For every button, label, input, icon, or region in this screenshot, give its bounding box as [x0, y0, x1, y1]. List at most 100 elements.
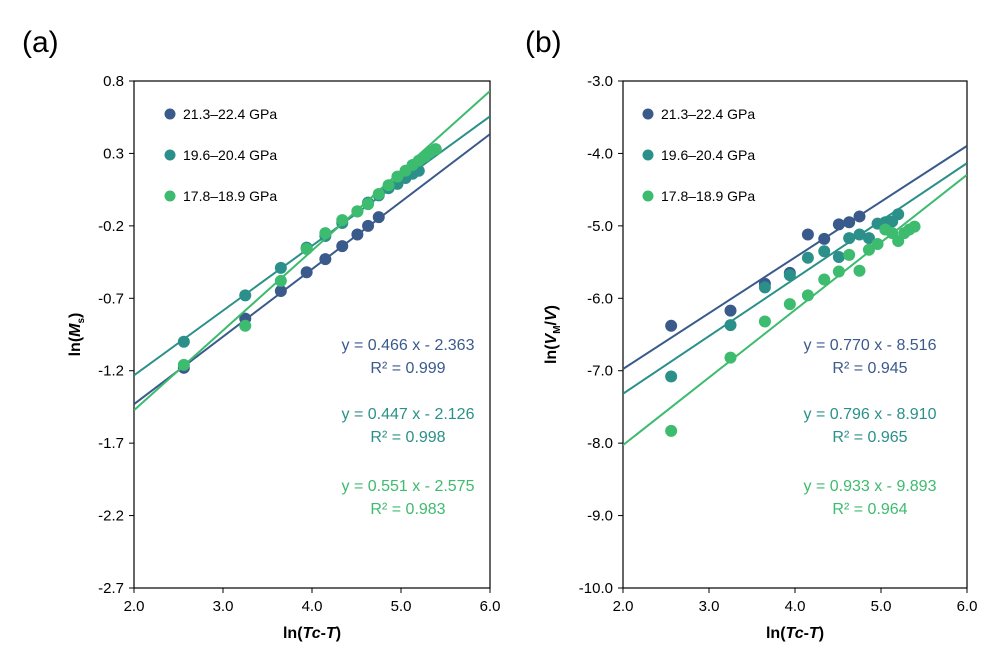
panel-b-series-2-data-point: [832, 251, 845, 264]
panel-b-series-3-legend-label: 17.8–18.9 GPa: [661, 188, 755, 204]
panel-b: (b) -3.0 -4.0 -5.0 -6.0 -7.0 -8.0 -9.0 -10.02.0 3…: [525, 26, 977, 642]
panel-a-y-tick-label: -1.2: [98, 363, 124, 380]
panel-a-series-3-r-squared: R² = 0.983: [370, 501, 445, 518]
panel-b-series-2-r-squared: R² = 0.965: [832, 429, 907, 446]
panel-b-series-3-data-point: [818, 273, 831, 286]
panel-a-y-axis-label: ln(Ms): [67, 313, 87, 357]
panel-a-series-3-data-point: [382, 179, 395, 192]
panel-b-series-1-r-squared: R² = 0.945: [832, 360, 907, 377]
panel-a-y-tick-label: -0.2: [98, 218, 124, 235]
panel-b-series-3-data-point: [853, 264, 866, 277]
panel-b-y-tick-label: -9.0: [587, 508, 613, 525]
panel-b-series-3-data-point: [758, 315, 771, 328]
panel-b-series-2-data-point: [892, 208, 905, 221]
panel-a-y-tick-label: 0.3: [103, 145, 124, 162]
panel-b-series-2-legend-label: 19.6–20.4 GPa: [661, 147, 755, 163]
panel-a-series-2-legend-label: 19.6–20.4 GPa: [183, 147, 277, 163]
panel-a-series-3-data-point: [300, 243, 313, 256]
panel-a-series-3-data-point: [319, 227, 332, 240]
panel-b-x-tick-label: 5.0: [871, 598, 892, 615]
panel-a-x-tick-label: 6.0: [480, 598, 501, 615]
panel-b-series-3-data-point: [801, 289, 814, 302]
panel-a-series-3-data-point: [239, 319, 252, 332]
panel-b-series-3-legend-marker: [642, 190, 654, 202]
panel-a-x-tick-label: 3.0: [213, 598, 234, 615]
panel-b-series-1: 21.3–22.4 GPa y = 0.770 x - 8.516 R² = 0.9…: [623, 106, 967, 377]
panel-b-series-1-legend-label: 21.3–22.4 GPa: [661, 106, 755, 122]
panel-a-x-tick-label: 2.0: [124, 598, 145, 615]
panel-a-series-3-data-point: [429, 143, 442, 156]
panel-b-series-3-data-point: [665, 424, 678, 437]
panel-a-series-2-data-point: [274, 261, 287, 274]
panel-a-series-2-fit-equation: y = 0.447 x - 2.126: [342, 406, 475, 423]
panel-a-series-1-data-point: [336, 240, 349, 253]
panel-a-x-tick-label: 4.0: [302, 598, 323, 615]
panel-b-series-2-data-point: [843, 232, 856, 245]
panel-a-series-3-data-point: [177, 358, 190, 371]
panel-a-series-3-fit-equation: y = 0.551 x - 2.575: [342, 478, 475, 495]
panel-b-y-tick-label: -5.0: [587, 218, 613, 235]
panel-a-series-3-legend-marker: [164, 190, 176, 202]
panel-a-label: (a): [22, 26, 59, 59]
panel-b-x-axis-label: ln(Tc-T): [766, 625, 824, 642]
panel-b-x-tick-label: 6.0: [957, 598, 978, 615]
panel-b-label: (b): [525, 26, 562, 59]
panel-a-y-tick-label: -0.7: [98, 290, 124, 307]
panel-a-y-tick-label: 0.8: [103, 73, 124, 90]
panel-a-series-1-data-point: [274, 285, 287, 298]
panel-b-y-tick-label: -3.0: [587, 73, 613, 90]
panel-b-series-2-data-point: [862, 232, 875, 245]
panel-b-x-tick-label: 2.0: [613, 598, 634, 615]
panel-b-series-3-fit-equation: y = 0.933 x - 9.893: [804, 478, 937, 495]
panel-b-y-tick-label: -8.0: [587, 435, 613, 452]
panel-b-series-3-data-point: [843, 248, 856, 261]
panel-b-series-2-data-point: [801, 251, 814, 264]
panel-b-series-1-data-point: [843, 216, 856, 229]
panel-b-series-2-fit-line: [623, 162, 967, 395]
panel-b-series-1-data-point: [665, 319, 678, 332]
panel-a-x-tick-label: 5.0: [391, 598, 412, 615]
panel-a-series-1-r-squared: R² = 0.999: [370, 360, 445, 377]
panel-b-series-1-fit-equation: y = 0.770 x - 8.516: [804, 337, 937, 354]
panel-a-series-2-r-squared: R² = 0.998: [370, 429, 445, 446]
panel-b-series-3-data-point: [783, 298, 796, 311]
panel-a-series-3-data-point: [274, 274, 287, 287]
panel-a-series-1-data-point: [300, 266, 313, 279]
panel-a-x-axis-label: ln(Tc-T): [283, 625, 341, 642]
panel-b-series-3-data-point: [871, 237, 884, 250]
panel-b-series-3-fit-line: [623, 174, 967, 446]
panel-a-series-2: 19.6–20.4 GPa y = 0.447 x - 2.126 R² = 0.9…: [134, 115, 490, 446]
panel-a-series-1-fit-line: [134, 133, 490, 405]
panel-a-series-2-data-point: [239, 289, 252, 302]
panel-a-series-1-data-point: [319, 253, 332, 266]
panel-a-series-3-legend-label: 17.8–18.9 GPa: [183, 188, 277, 204]
panel-a-y-tick-label: -1.7: [98, 435, 124, 452]
panel-b-y-tick-label: -6.0: [587, 290, 613, 307]
panel-b-y-axis-label: ln(VM/V): [543, 305, 563, 364]
panel-b-series-3-data-point: [908, 220, 921, 233]
panel-b-series-3-data-point: [832, 265, 845, 278]
panel-b-series-2-data-point: [665, 370, 678, 383]
panel-a-series-1-data-point: [372, 211, 385, 224]
panel-b-series-3-data-point: [862, 243, 875, 256]
panel-a-series-3-data-point: [351, 205, 364, 218]
panel-b-series-2-data-point: [783, 269, 796, 282]
panel-a-series-3: 17.8–18.9 GPa y = 0.551 x - 2.575 R² = 0.9…: [134, 90, 490, 518]
panel-a-series-1-legend-marker: [164, 108, 176, 120]
panel-a-series-1-legend-label: 21.3–22.4 GPa: [183, 106, 277, 122]
panel-a-y-tick-label: -2.7: [98, 580, 124, 597]
panel-b-series-2-fit-equation: y = 0.796 x - 8.910: [804, 406, 937, 423]
panel-b-y-tick-label: -4.0: [587, 145, 613, 162]
panel-b-x-tick-label: 3.0: [699, 598, 720, 615]
panel-a-series-1-fit-equation: y = 0.466 x - 2.363: [342, 337, 475, 354]
panel-a-series-1-data-point: [351, 228, 364, 241]
panel-a-series-2-data-point: [177, 335, 190, 348]
panel-a-series-1: 21.3–22.4 GPa y = 0.466 x - 2.363 R² = 0.9…: [134, 106, 490, 405]
panel-a-series-3-data-point: [372, 187, 385, 200]
panel-b-series-3: 17.8–18.9 GPa y = 0.933 x - 9.893 R² = 0.9…: [623, 174, 967, 518]
panel-b-series-1-legend-marker: [642, 108, 654, 120]
panel-b-x-tick-label: 4.0: [785, 598, 806, 615]
panel-b-series-1-fit-line: [623, 145, 967, 370]
panel-a: (a) 0.8 0.3 -0.2 -0.7 -1.2 -1.7 -2.2 -2.72.0 3.0 4…: [22, 26, 500, 642]
